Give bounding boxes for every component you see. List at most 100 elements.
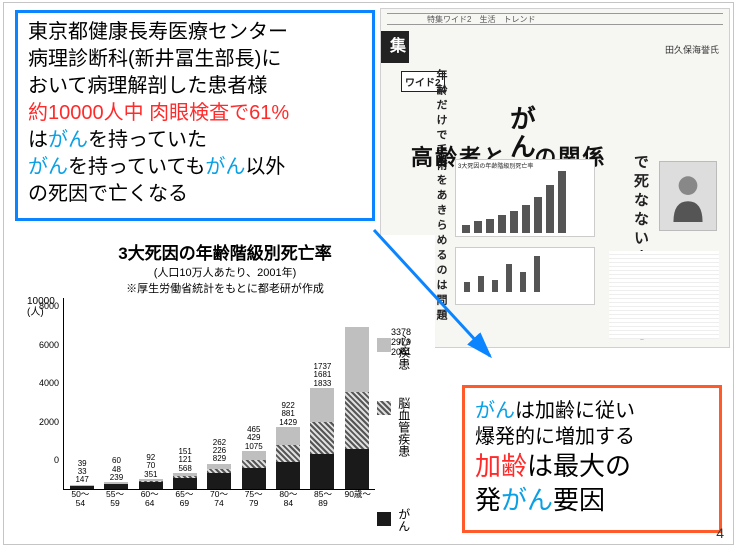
bar-value-labels: 4654291075	[245, 426, 263, 451]
rc-gan1: がん	[475, 400, 515, 422]
seg-cerebro	[276, 445, 300, 462]
chart-title: 3大死因の年齢階級別死亡率	[15, 239, 435, 264]
mini-bar	[522, 205, 530, 233]
seg-cerebro	[242, 460, 266, 468]
mini-bar	[510, 211, 518, 233]
x-label: 80～84	[271, 490, 306, 510]
mini-bar	[558, 171, 566, 233]
y-tick: 6000	[39, 340, 59, 350]
np-sub-left: 年齢だけで手術をあきらめるのは問題	[433, 69, 449, 324]
bc-line3: 約10000人中 肉眼検査で61%	[28, 102, 289, 124]
mini-bar	[478, 276, 484, 292]
bc-line6: の死因で亡くなる	[28, 183, 188, 205]
seg-cancer	[310, 454, 334, 489]
bc-line4a: は	[28, 129, 48, 151]
x-label: 60～64	[132, 490, 167, 510]
bar-value-labels: 6048239	[110, 457, 123, 482]
rc-l4b: 要因	[553, 485, 605, 515]
bar-group	[341, 327, 373, 489]
legend-cerebro: 脳血管疾患	[396, 397, 413, 457]
person-icon	[667, 170, 709, 222]
mini-bar	[534, 197, 542, 233]
mini-bar	[464, 282, 470, 292]
rc-l3: は最大の	[527, 451, 631, 481]
mini-bar	[474, 221, 482, 233]
bar-value-labels: 151121568	[178, 448, 191, 473]
np-author: 田久保海誉氏	[665, 43, 719, 56]
mini-bar	[462, 225, 470, 233]
seg-heart	[310, 388, 334, 421]
np-mini-chart-1: 3大死因の年齢階級別死亡率	[455, 159, 595, 237]
chart-sub2: ※厚生労働省統計をもとに都老研が作成	[15, 280, 435, 296]
seg-cancer	[242, 468, 266, 489]
red-callout: がんは加齢に従い 爆発的に増加する 加齢は最大の 発がん要因	[462, 385, 722, 533]
seg-cancer	[139, 482, 163, 489]
mini-bar	[506, 264, 512, 292]
np-mugshot	[659, 161, 717, 231]
x-label: 55～59	[98, 490, 133, 510]
seg-heart	[345, 327, 369, 392]
seg-cancer	[207, 473, 231, 489]
bar-group: 9228811429	[272, 427, 304, 489]
y-axis: 10000 (人) 02000400060008000	[25, 298, 61, 490]
x-label: 90歳～	[340, 490, 375, 510]
seg-cerebro	[345, 392, 369, 449]
chart-sub1: (人口10万人あたり、2001年)	[15, 264, 435, 280]
bar-group: 9270351	[135, 479, 167, 489]
bc-line4b: を持っていた	[88, 129, 207, 151]
legend-cancer: がん	[396, 508, 413, 532]
legend-swatch-cancer	[377, 512, 391, 526]
rc-gan2: がん	[501, 485, 553, 515]
x-label: 50～54	[63, 490, 98, 510]
x-label: 75～79	[236, 490, 271, 510]
x-label: 65～69	[167, 490, 202, 510]
bc-line5b: 以外	[245, 156, 285, 178]
bc-line1: 東京都健康長寿医療センター	[28, 21, 288, 43]
np-band: 特集ワイド2 生活 トレンド	[387, 13, 723, 25]
y-tick: 4000	[39, 378, 59, 388]
legend-swatch-cerebro	[377, 401, 391, 415]
mini-bar	[486, 219, 494, 233]
np-section: 集	[381, 31, 409, 63]
legend-column: 337829792061 心疾患 脳血管疾患 がん	[377, 328, 429, 535]
seg-cancer	[345, 449, 369, 489]
rc-l4a: 発	[475, 485, 501, 515]
seg-cancer	[276, 462, 300, 489]
main-chart: 3大死因の年齢階級別死亡率 (人口10万人あたり、2001年) ※厚生労働省統計…	[15, 235, 435, 525]
bar-value-labels: 9228811429	[279, 402, 297, 427]
rc-l1: は加齢に従い	[515, 400, 635, 422]
bar-value-labels: 173716811833	[314, 363, 332, 388]
np-hl-gan: がん	[507, 105, 534, 161]
bc-gan2: がん	[28, 156, 68, 178]
blue-callout: 東京都健康長寿医療センター 病理診断科(新井冨生部長)に おいて病理解剖した患者…	[15, 10, 375, 221]
mini-bar	[534, 256, 540, 292]
rc-l2: 爆発的に増加する	[475, 426, 635, 448]
mini-bar	[492, 280, 498, 292]
chart-area: 10000 (人) 02000400060008000 393314760482…	[25, 298, 429, 510]
bc-line5a: を持っていても	[68, 156, 205, 178]
y-tick: 2000	[39, 417, 59, 427]
bar-value-labels: 262226829	[213, 439, 226, 464]
legend-swatch-heart	[377, 338, 391, 352]
np-mc1-title: 3大死因の年齢階級別死亡率	[456, 160, 594, 171]
y-tick: 0	[54, 455, 59, 465]
y-tick: 8000	[39, 301, 59, 311]
bar-group: 151121568	[169, 473, 201, 489]
seg-cancer	[173, 478, 197, 489]
bar-group: 262226829	[203, 464, 235, 489]
rc-l3-red: 加齢	[475, 451, 527, 481]
x-label: 70～74	[202, 490, 237, 510]
np-text-block	[609, 251, 719, 339]
bc-line2b: おいて病理解剖した患者様	[28, 75, 267, 97]
bar-group: 6048239	[100, 482, 132, 489]
bar-value-labels: 9270351	[144, 454, 157, 479]
mini-bar	[546, 185, 554, 233]
x-axis-labels: 50～5455～5960～6465～6970～7475～7980～8485～89…	[63, 490, 375, 510]
np-mini-chart-2	[455, 247, 595, 305]
mini-bar	[520, 272, 526, 292]
seg-heart	[276, 427, 300, 445]
bar-group: 173716811833	[306, 388, 338, 489]
x-label: 85～89	[306, 490, 341, 510]
plot-area: 3933147604823992703511511215682622268294…	[63, 298, 375, 490]
seg-cerebro	[310, 422, 334, 454]
